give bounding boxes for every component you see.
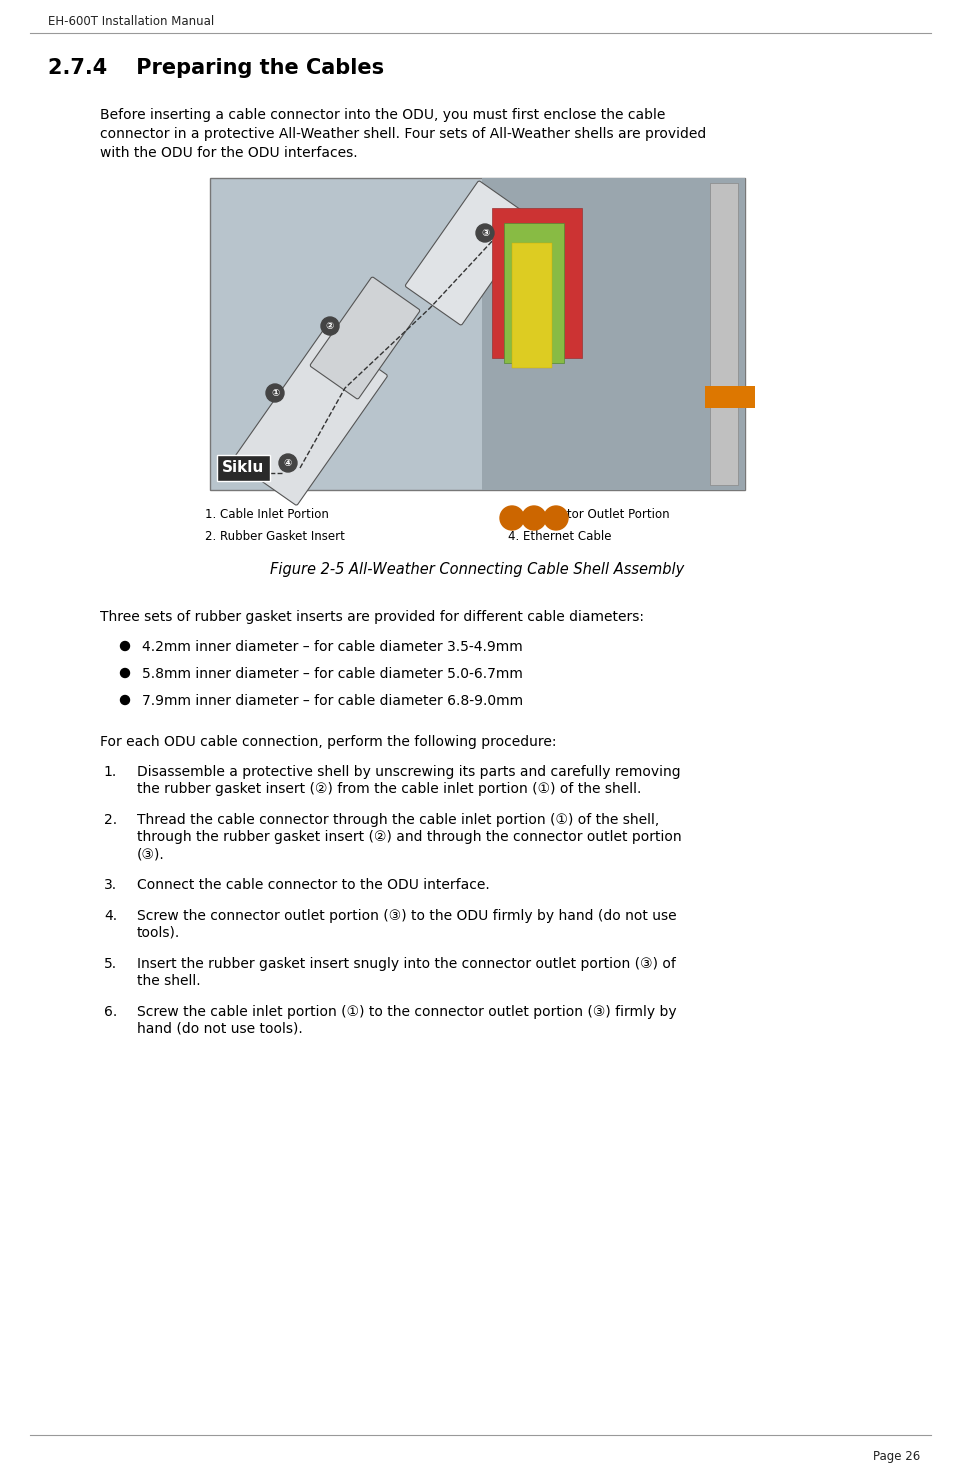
Bar (210, 179, 745, 490)
Text: 6.: 6. (104, 1004, 117, 1019)
Circle shape (476, 224, 494, 242)
Text: EH-600T Installation Manual: EH-600T Installation Manual (48, 15, 214, 28)
Text: 3. Connector Outlet Portion: 3. Connector Outlet Portion (507, 508, 669, 521)
Text: ②: ② (326, 321, 334, 331)
Text: For each ODU cable connection, perform the following procedure:: For each ODU cable connection, perform t… (100, 735, 556, 750)
Text: Page 26: Page 26 (873, 1449, 920, 1463)
Circle shape (544, 507, 568, 530)
Text: Screw the connector outlet portion (③) to the ODU firmly by hand (do not use: Screw the connector outlet portion (③) t… (137, 909, 677, 922)
Text: Disassemble a protective shell by unscrewing its parts and carefully removing: Disassemble a protective shell by unscre… (137, 766, 680, 779)
FancyBboxPatch shape (233, 331, 387, 505)
Text: ③: ③ (480, 228, 489, 239)
Circle shape (120, 669, 130, 678)
Text: tools).: tools). (137, 927, 181, 940)
Text: (③).: (③). (137, 848, 164, 861)
Text: Connect the cable connector to the ODU interface.: Connect the cable connector to the ODU i… (137, 878, 490, 892)
FancyBboxPatch shape (406, 182, 534, 325)
Bar (504, 223, 564, 363)
Text: connector in a protective All-Weather shell. Four sets of All-Weather shells are: connector in a protective All-Weather sh… (100, 127, 706, 141)
Text: hand (do not use tools).: hand (do not use tools). (137, 1022, 303, 1037)
Text: 4.2mm inner diameter – for cable diameter 3.5-4.9mm: 4.2mm inner diameter – for cable diamete… (142, 640, 523, 654)
Text: Figure 2-5 All-Weather Connecting Cable Shell Assembly: Figure 2-5 All-Weather Connecting Cable … (270, 562, 684, 577)
Text: the shell.: the shell. (137, 974, 201, 988)
Text: Before inserting a cable connector into the ODU, you must first enclose the cabl: Before inserting a cable connector into … (100, 108, 665, 122)
Text: 3.: 3. (104, 878, 117, 892)
Text: Screw the cable inlet portion (①) to the connector outlet portion (③) firmly by: Screw the cable inlet portion (①) to the… (137, 1004, 677, 1019)
Text: 2. Rubber Gasket Insert: 2. Rubber Gasket Insert (205, 530, 345, 543)
Bar (482, 179, 745, 490)
Text: with the ODU for the ODU interfaces.: with the ODU for the ODU interfaces. (100, 146, 357, 160)
Text: 2.7.4    Preparing the Cables: 2.7.4 Preparing the Cables (48, 59, 384, 78)
Circle shape (321, 318, 339, 335)
Circle shape (120, 641, 130, 650)
Circle shape (266, 384, 284, 403)
Text: Three sets of rubber gasket inserts are provided for different cable diameters:: Three sets of rubber gasket inserts are … (100, 610, 644, 624)
Text: Thread the cable connector through the cable inlet portion (①) of the shell,: Thread the cable connector through the c… (137, 813, 659, 827)
Text: 5.: 5. (104, 957, 117, 971)
Circle shape (522, 507, 546, 530)
Circle shape (500, 507, 524, 530)
Text: 1. Cable Inlet Portion: 1. Cable Inlet Portion (205, 508, 329, 521)
Text: 4.: 4. (104, 909, 117, 922)
Bar (710, 183, 738, 485)
Text: ①: ① (271, 388, 279, 398)
Text: Siklu: Siklu (222, 461, 264, 476)
FancyBboxPatch shape (310, 277, 420, 398)
Text: Insert the rubber gasket insert snugly into the connector outlet portion (③) of: Insert the rubber gasket insert snugly i… (137, 957, 676, 971)
Text: 5.8mm inner diameter – for cable diameter 5.0-6.7mm: 5.8mm inner diameter – for cable diamete… (142, 668, 523, 681)
Bar (705, 386, 755, 408)
Text: the rubber gasket insert (②) from the cable inlet portion (①) of the shell.: the rubber gasket insert (②) from the ca… (137, 782, 641, 796)
Text: 2.: 2. (104, 813, 117, 827)
Text: 7.9mm inner diameter – for cable diameter 6.8-9.0mm: 7.9mm inner diameter – for cable diamete… (142, 694, 523, 709)
Text: 1.: 1. (104, 766, 117, 779)
Bar (512, 243, 552, 367)
Bar (492, 208, 582, 359)
Text: 4. Ethernet Cable: 4. Ethernet Cable (507, 530, 611, 543)
Text: through the rubber gasket insert (②) and through the connector outlet portion: through the rubber gasket insert (②) and… (137, 830, 681, 845)
Circle shape (279, 454, 297, 471)
Circle shape (120, 695, 130, 704)
Text: ④: ④ (283, 458, 292, 468)
